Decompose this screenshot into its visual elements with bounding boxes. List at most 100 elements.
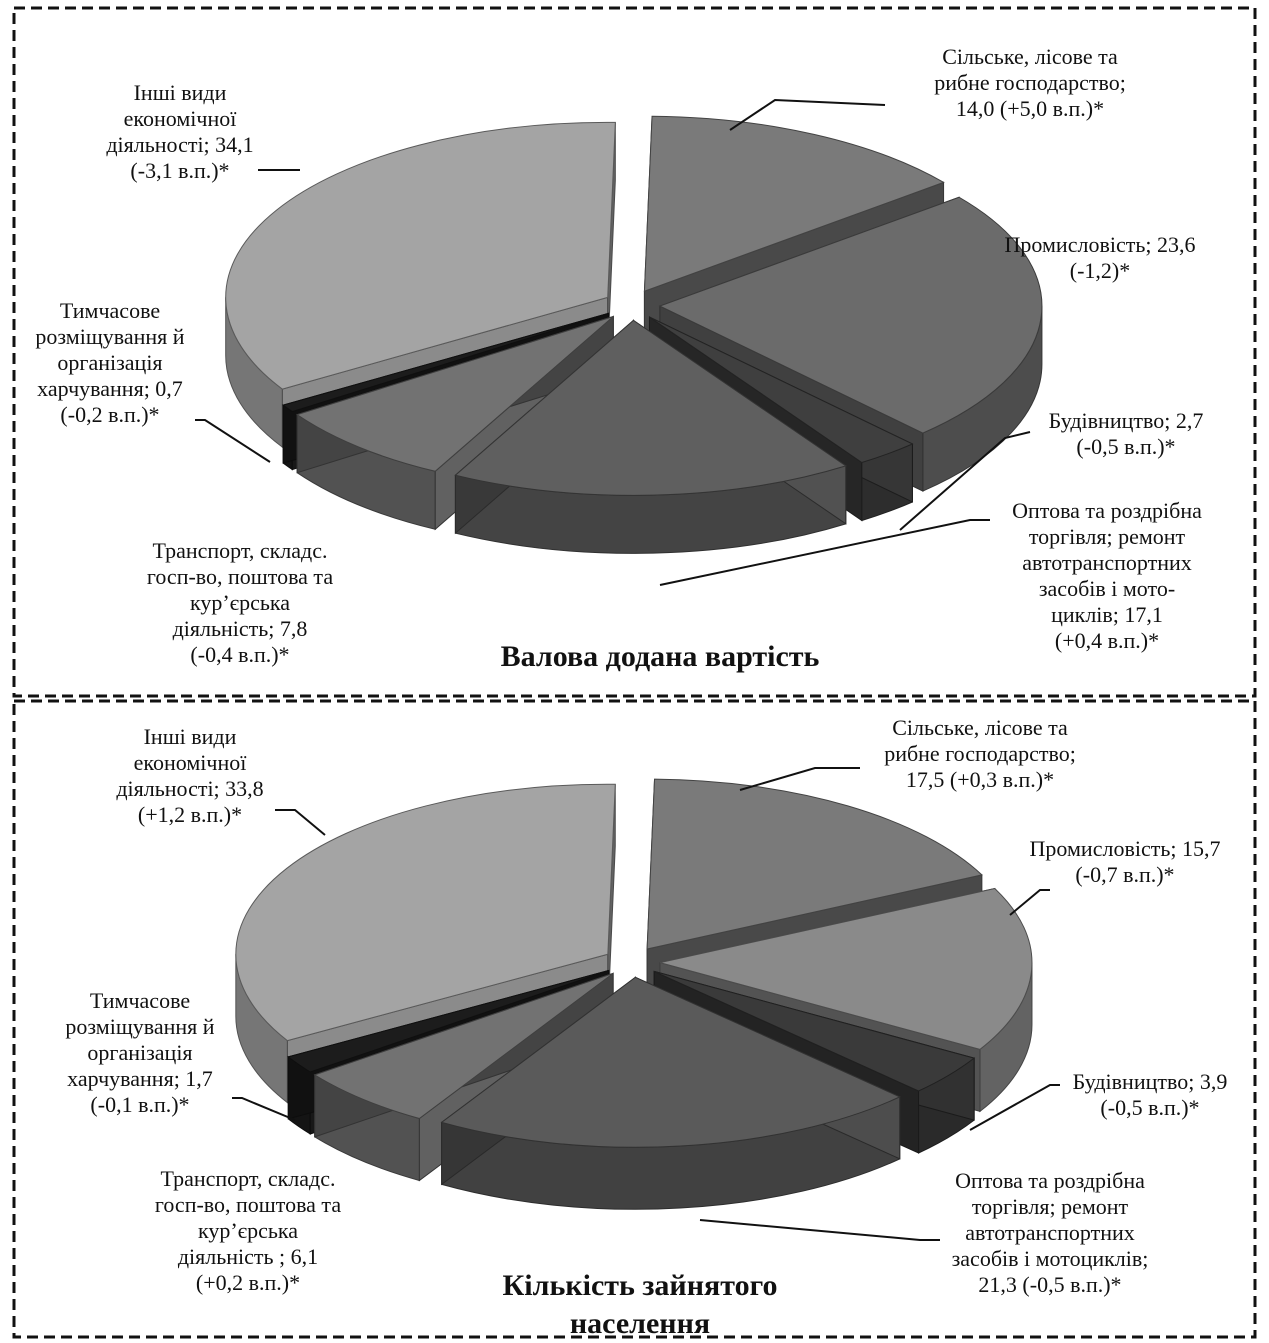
data-label-line: Будівництво; 3,9 (1073, 1069, 1228, 1094)
leader-line-hospitality (195, 419, 271, 463)
data-label-line: кур’єрська (190, 590, 290, 615)
data-label-line: 14,0 (+5,0 в.п.)* (956, 96, 1104, 121)
data-label-line: (-0,5 в.п.)* (1100, 1095, 1199, 1120)
data-label-line: діяльність; 7,8 (173, 616, 308, 641)
slice-top-construction (649, 316, 914, 464)
data-label-other: Інші види економічної діяльності; 34,1 (-3,… (106, 80, 253, 183)
data-label-line: харчування; 0,7 (37, 376, 183, 401)
data-label-line: економічної (124, 106, 238, 131)
slice-top-agriculture (646, 778, 983, 950)
data-label-transport: Транспорт, складс. госп-во, поштова та кур… (155, 1166, 341, 1295)
data-label-trade: Оптова та роздрібна торгівля; ремонт автот… (952, 1168, 1149, 1297)
data-label-construction: Будівництво; 2,7 (-0,5 в.п.)* (1049, 408, 1204, 459)
leader-line-agriculture (739, 767, 860, 791)
data-label-line: Оптова та роздрібна (955, 1168, 1145, 1193)
data-label-line: розміщування й (65, 1014, 214, 1039)
data-label-line: (-0,2 в.п.)* (60, 402, 159, 427)
leader-line-hospitality (232, 1097, 296, 1121)
slice-top-transport (295, 315, 614, 472)
data-label-line: автотранспортних (965, 1220, 1134, 1245)
slice-top-hospitality (282, 312, 609, 413)
data-label-line: Промисловість; 15,7 (1030, 836, 1221, 861)
panel-border-employment (12, 699, 1257, 1339)
leader-line-construction (969, 1084, 1060, 1131)
data-label-line: засобів і мотоциклів; (952, 1246, 1149, 1271)
data-label-line: (-1,2)* (1070, 258, 1130, 283)
data-label-line: Інші види (134, 80, 227, 105)
data-label-line: Тимчасове (60, 298, 160, 323)
data-label-industry: Промисловість; 15,7 (-0,7 в.п.)* (1030, 836, 1221, 887)
leader-line-trade (659, 519, 990, 586)
data-label-line: рибне господарство; (884, 741, 1076, 766)
data-label-line: (-0,1 в.п.)* (90, 1092, 189, 1117)
slice-top-transport (313, 972, 614, 1120)
slice-top-industry (658, 196, 1043, 434)
data-label-construction: Будівництво; 3,9 (-0,5 в.п.)* (1073, 1069, 1228, 1120)
data-label-line: (-0,7 в.п.)* (1075, 862, 1174, 887)
data-label-line: Будівництво; 2,7 (1049, 408, 1204, 433)
slice-top-other (235, 783, 616, 1042)
pie-slice-trade (440, 976, 901, 1210)
chart-title-line: населення (570, 1307, 710, 1340)
data-label-trade: Оптова та роздрібна торгівля; ремонт автот… (1012, 498, 1202, 653)
data-label-line: 17,5 (+0,3 в.п.)* (906, 767, 1054, 792)
slice-top-other (225, 121, 616, 390)
data-label-line: розміщування й (35, 324, 184, 349)
leader-line-construction (899, 431, 1031, 531)
pie-plot-employment (235, 778, 1033, 1210)
data-label-agriculture: Сільське, лісове та рибне господарство; 17… (884, 715, 1076, 792)
data-label-line: діяльності; 34,1 (106, 132, 253, 157)
slice-labels-value-added: Сільське, лісове та рибне господарство; 14… (35, 44, 1203, 667)
data-label-line: Сільське, лісове та (942, 44, 1118, 69)
data-label-line: госп-во, поштова та (155, 1192, 341, 1217)
data-label-line: (-0,4 в.п.)* (190, 642, 289, 667)
slice-top-agriculture (643, 115, 945, 292)
slice-top-hospitality (287, 970, 609, 1073)
data-label-line: автотранспортних (1022, 550, 1191, 575)
data-label-agriculture: Сільське, лісове та рибне господарство; 14… (934, 44, 1126, 121)
slice-labels-employment: Сільське, лісове та рибне господарство; 17… (65, 715, 1227, 1297)
data-label-line: Сільське, лісове та (892, 715, 1068, 740)
chart-title-line: Кількість зайнятого (503, 1269, 778, 1302)
data-label-line: (+0,2 в.п.)* (196, 1270, 300, 1295)
slice-top-trade (454, 319, 847, 496)
data-label-line: рибне господарство; (934, 70, 1126, 95)
data-label-line: харчування; 1,7 (67, 1066, 213, 1091)
data-label-line: Тимчасове (90, 988, 190, 1013)
data-label-line: організація (87, 1040, 192, 1065)
data-label-line: госп-во, поштова та (147, 564, 333, 589)
pie-chart-value-added: Сільське, лісове та рибне господарство; 14… (12, 6, 1257, 698)
slice-top-industry (659, 887, 1033, 1050)
pie-plot-value-added (225, 115, 1043, 554)
data-label-line: Інші види (144, 724, 237, 749)
pie-slice-trade (454, 319, 847, 554)
data-label-line: організація (57, 350, 162, 375)
data-label-other: Інші види економічної діяльності; 33,8 (+1,… (116, 724, 263, 827)
data-label-industry: Промисловість; 23,6 (-1,2)* (1005, 232, 1196, 283)
chart-title-value-added: Валова додана вартість (501, 640, 820, 673)
data-label-hospitality: Тимчасове розміщування й організація харчув… (65, 988, 214, 1117)
panel-border-value-added (12, 6, 1257, 698)
data-label-line: засобів і мото- (1039, 576, 1175, 601)
leader-line-trade (699, 1219, 940, 1241)
data-label-line: (+0,4 в.п.)* (1055, 628, 1159, 653)
data-label-line: Транспорт, складс. (160, 1166, 335, 1191)
data-label-line: діяльність ; 6,1 (178, 1244, 318, 1269)
data-label-line: торгівля; ремонт (1029, 524, 1186, 549)
data-label-line: діяльності; 33,8 (116, 776, 263, 801)
data-label-hospitality: Тимчасове розміщування й організація харчув… (35, 298, 184, 427)
data-label-line: Транспорт, складс. (152, 538, 327, 563)
chart-title-employment: Кількість зайнятого населення (503, 1269, 778, 1340)
leader-line-agriculture (729, 98, 886, 131)
data-label-line: 21,3 (-0,5 в.п.)* (978, 1272, 1121, 1297)
pie-chart-employment: Сільське, лісове та рибне господарство; 17… (12, 699, 1257, 1340)
data-label-line: Промисловість; 23,6 (1005, 232, 1196, 257)
leader-line-industry (1009, 889, 1050, 916)
data-label-line: (-0,5 в.п.)* (1076, 434, 1175, 459)
data-label-line: (+1,2 в.п.)* (138, 802, 242, 827)
data-label-line: (-3,1 в.п.)* (130, 158, 229, 183)
data-label-line: Оптова та роздрібна (1012, 498, 1202, 523)
slice-top-trade (440, 976, 901, 1148)
data-label-line: циклів; 17,1 (1051, 602, 1163, 627)
